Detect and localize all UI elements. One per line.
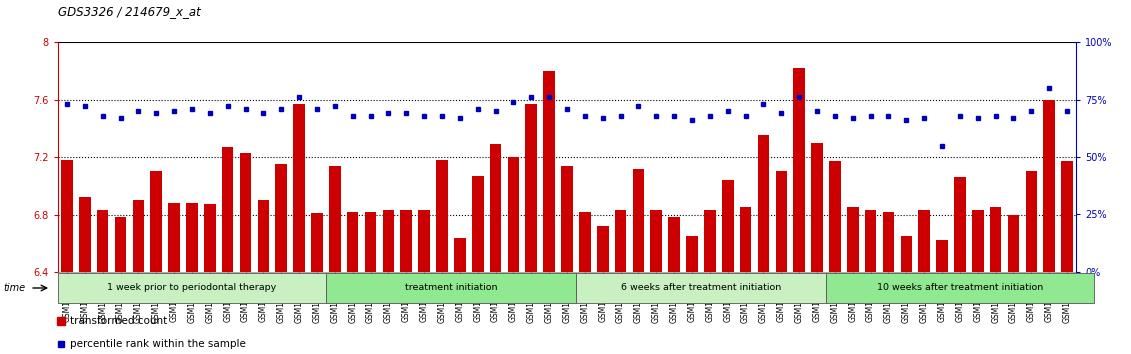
Bar [936, 240, 948, 272]
Text: 6 weeks after treatment initiation: 6 weeks after treatment initiation [621, 284, 782, 292]
Bar [382, 210, 395, 272]
Bar [650, 210, 662, 272]
Text: treatment initiation: treatment initiation [405, 284, 498, 292]
Bar [722, 180, 734, 272]
Bar [61, 160, 72, 272]
Bar [454, 238, 466, 272]
Text: 1 week prior to periodontal therapy: 1 week prior to periodontal therapy [107, 284, 277, 292]
Bar [632, 169, 645, 272]
Bar [311, 213, 322, 272]
Bar [1061, 161, 1073, 272]
Bar [865, 210, 877, 272]
Bar [826, 273, 1094, 303]
Bar [793, 68, 805, 272]
Bar [811, 143, 823, 272]
Bar [668, 217, 680, 272]
Bar [364, 212, 377, 272]
Bar [776, 171, 787, 272]
Bar [79, 197, 90, 272]
Bar [526, 104, 537, 272]
Bar [169, 203, 180, 272]
Bar [347, 212, 359, 272]
Bar [472, 176, 484, 272]
Bar [437, 160, 448, 272]
Bar [418, 210, 430, 272]
Bar [132, 200, 144, 272]
Bar [204, 205, 216, 272]
Bar [276, 164, 287, 272]
Bar [97, 210, 109, 272]
Bar [326, 273, 576, 303]
Bar [882, 212, 895, 272]
Bar [58, 273, 326, 303]
Bar [758, 136, 769, 272]
Bar [258, 200, 269, 272]
Bar [829, 161, 840, 272]
Bar [543, 71, 555, 272]
Bar [597, 226, 608, 272]
Bar [687, 236, 698, 272]
Text: transformed count: transformed count [70, 315, 167, 326]
Text: GDS3326 / 214679_x_at: GDS3326 / 214679_x_at [58, 5, 200, 18]
Bar [508, 157, 519, 272]
Text: time: time [3, 283, 26, 293]
Bar [900, 236, 912, 272]
Text: percentile rank within the sample: percentile rank within the sample [70, 339, 245, 349]
Bar [1026, 171, 1037, 272]
Bar [561, 166, 572, 272]
Bar [1008, 215, 1019, 272]
Bar [240, 153, 251, 272]
Bar [150, 171, 162, 272]
Bar [955, 177, 966, 272]
Bar [576, 273, 826, 303]
Bar [918, 210, 930, 272]
Text: 10 weeks after treatment initiation: 10 weeks after treatment initiation [877, 284, 1043, 292]
Bar [1044, 99, 1055, 272]
Bar [400, 210, 412, 272]
Bar [847, 207, 858, 272]
Bar [490, 144, 501, 272]
Bar [114, 217, 127, 272]
Bar [329, 166, 340, 272]
Bar [705, 210, 716, 272]
Bar [1079, 157, 1090, 272]
Bar [222, 147, 233, 272]
Bar [740, 207, 751, 272]
Bar [990, 207, 1001, 272]
Bar [579, 212, 590, 272]
Bar [615, 210, 627, 272]
Bar [293, 104, 305, 272]
Bar [187, 203, 198, 272]
Bar [972, 210, 984, 272]
